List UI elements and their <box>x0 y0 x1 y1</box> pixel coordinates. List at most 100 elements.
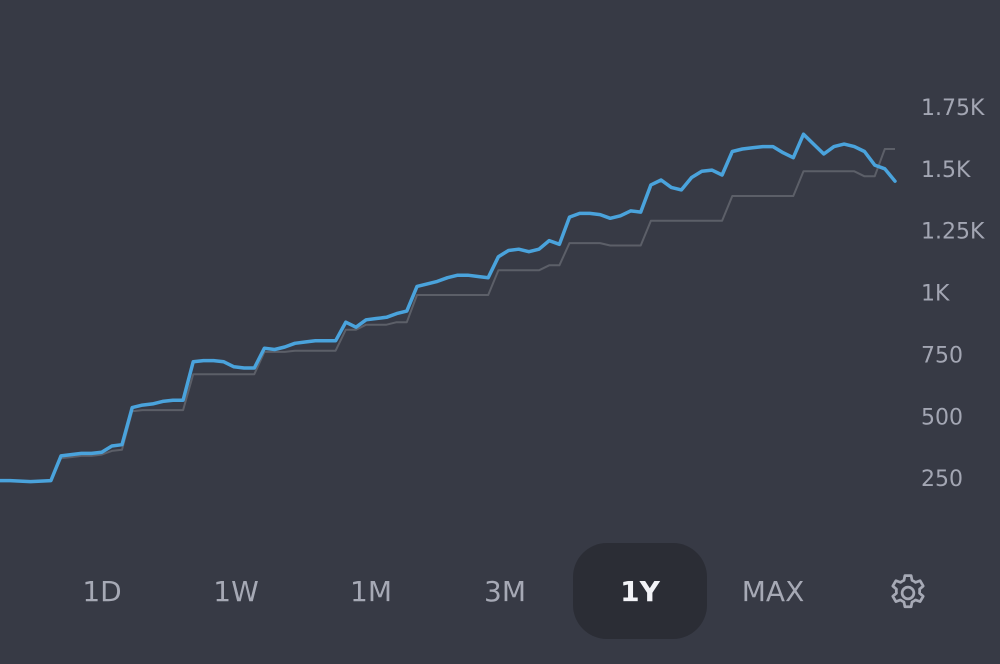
value-point <box>151 402 155 406</box>
value-point <box>812 142 816 146</box>
value-point <box>446 276 450 280</box>
value-point <box>49 479 53 483</box>
value-point <box>69 453 73 457</box>
value-point <box>679 188 683 192</box>
range-button-1w[interactable]: 1W <box>213 574 259 608</box>
value-point <box>232 365 236 369</box>
value-point <box>405 309 409 313</box>
gear-icon[interactable] <box>886 571 930 615</box>
value-point <box>761 145 765 149</box>
y-tick-label: 750 <box>921 343 963 368</box>
value-point <box>588 211 592 215</box>
value-point <box>517 247 521 251</box>
value-point <box>364 318 368 322</box>
value-point <box>181 398 185 402</box>
y-tick-label: 500 <box>921 405 963 430</box>
y-tick-label: 1.75K <box>921 96 985 121</box>
value-point <box>578 211 582 215</box>
value-point <box>659 178 663 182</box>
value-point <box>842 142 846 146</box>
value-point <box>334 339 338 343</box>
value-point <box>649 183 653 187</box>
value-point <box>18 479 22 483</box>
range-button-1m[interactable]: 1M <box>350 574 392 608</box>
value-point <box>507 249 511 253</box>
value-point <box>344 320 348 324</box>
value-point <box>59 454 63 458</box>
value-point <box>720 173 724 177</box>
range-selector: 1D 1W 1M 3M 1Y MAX <box>0 543 1000 643</box>
range-button-1y[interactable]: 1Y <box>573 543 707 639</box>
value-point <box>710 168 714 172</box>
value-point <box>201 359 205 363</box>
value-point <box>598 213 602 217</box>
value-point <box>161 399 165 403</box>
value-point <box>740 147 744 151</box>
value-point <box>527 250 531 254</box>
value-point <box>690 176 694 180</box>
value-point <box>893 179 897 183</box>
value-point <box>242 366 246 370</box>
value-point <box>100 450 104 454</box>
value-point <box>262 346 266 350</box>
cost-basis-line <box>0 148 895 483</box>
value-point <box>395 312 399 316</box>
value-point <box>802 132 806 136</box>
value-point <box>476 275 480 279</box>
value-point <box>252 366 256 370</box>
range-button-3m[interactable]: 3M <box>484 574 526 608</box>
value-point <box>110 444 114 448</box>
value-point <box>313 339 317 343</box>
y-tick-label: 1K <box>921 282 950 307</box>
value-point <box>852 145 856 149</box>
value-point <box>293 341 297 345</box>
value-point <box>883 167 887 171</box>
y-axis-ticks: 250 500 750 1K 1.25K 1.5K 1.75K <box>921 96 985 492</box>
value-point <box>608 216 612 220</box>
value-point <box>537 247 541 251</box>
value-point <box>425 282 429 286</box>
value-point <box>435 279 439 283</box>
value-point <box>822 152 826 156</box>
value-point <box>354 325 358 329</box>
value-point <box>547 239 551 243</box>
value-point <box>324 339 328 343</box>
value-point <box>273 348 277 352</box>
value-point <box>568 215 572 219</box>
value-point <box>456 273 460 277</box>
value-point <box>751 146 755 150</box>
value-point <box>212 359 216 363</box>
value-point <box>700 169 704 173</box>
value-point <box>629 209 633 213</box>
value-point <box>171 398 175 402</box>
value-point <box>496 255 500 259</box>
value-point <box>385 315 389 319</box>
value-point <box>130 406 134 410</box>
value-point <box>79 451 83 455</box>
value-point <box>486 276 490 280</box>
value-point <box>781 151 785 155</box>
value-point <box>283 345 287 349</box>
portfolio-line-chart[interactable]: 250 500 750 1K 1.25K 1.5K 1.75K <box>0 0 1000 540</box>
y-tick-label: 1.5K <box>921 158 971 183</box>
value-point <box>466 273 470 277</box>
value-point <box>832 145 836 149</box>
value-point <box>120 443 124 447</box>
value-point <box>140 403 144 407</box>
value-point <box>618 214 622 218</box>
value-point <box>791 156 795 160</box>
range-button-1d[interactable]: 1D <box>82 574 122 608</box>
value-point <box>873 163 877 167</box>
value-point <box>557 242 561 246</box>
value-point <box>669 185 673 189</box>
value-point <box>8 479 12 483</box>
value-point <box>303 340 307 344</box>
value-point <box>90 451 94 455</box>
value-point <box>771 145 775 149</box>
range-button-max[interactable]: MAX <box>741 574 805 608</box>
value-point <box>730 150 734 154</box>
value-point <box>29 480 33 484</box>
value-point <box>639 210 643 214</box>
y-tick-label: 1.25K <box>921 220 985 245</box>
value-point <box>222 360 226 364</box>
